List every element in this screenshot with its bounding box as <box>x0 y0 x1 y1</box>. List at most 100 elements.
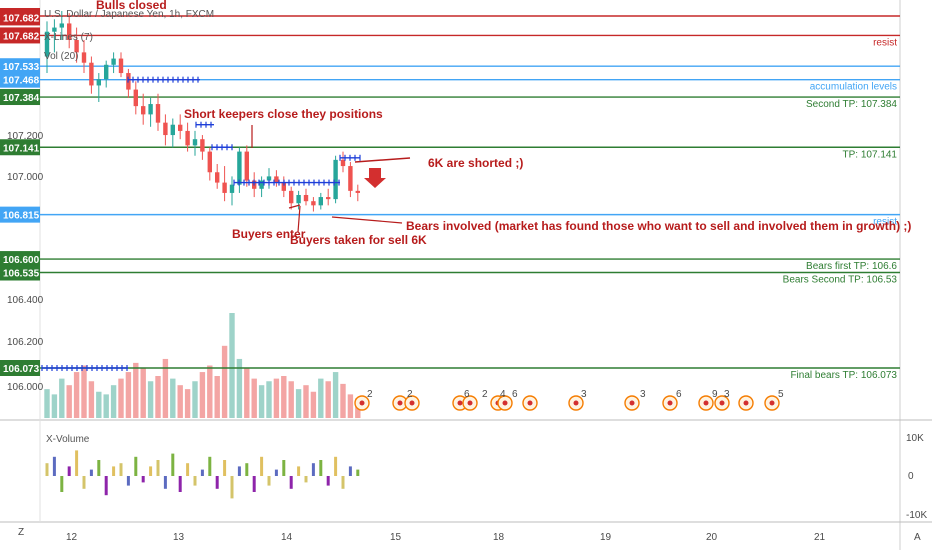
volume-bars <box>44 313 361 418</box>
event-count-8: 6 <box>676 389 682 400</box>
xvol-bar-8 <box>104 476 108 496</box>
xvol-bar-28 <box>252 476 256 492</box>
level-label-6: resist <box>873 217 897 228</box>
event-count-0: 2 <box>367 389 373 400</box>
candle-32 <box>281 182 286 191</box>
xvol-bar-41 <box>348 466 352 476</box>
price-tag-text-9: 106.073 <box>3 364 40 375</box>
volume-bar-27 <box>244 368 250 418</box>
volume-bar-6 <box>88 381 95 418</box>
price-tag-text-4: 107.384 <box>3 93 40 104</box>
x-tick-14: 14 <box>281 532 293 543</box>
xvol-bar-27 <box>245 463 249 476</box>
xvol-bar-31 <box>274 469 278 476</box>
xvol-bar-29 <box>260 456 264 476</box>
xvol-bar-20 <box>193 476 197 486</box>
candle-12 <box>133 89 138 107</box>
volume-bar-14 <box>147 381 154 418</box>
price-tag-3 <box>0 71 40 88</box>
candle-30 <box>266 176 272 181</box>
event-dot-9 <box>629 400 635 406</box>
event-dot-1 <box>397 400 403 406</box>
candle-21 <box>200 139 205 152</box>
annotation-bears-involved: Bears involved (market has found those w… <box>406 219 911 233</box>
annotation-short-keepers: Short keepers close they positions <box>184 107 383 121</box>
candle-4 <box>74 39 79 53</box>
xvol-bar-0 <box>45 463 49 476</box>
volume-bar-2 <box>59 378 65 418</box>
xvol-bar-37 <box>319 460 323 476</box>
xvol-bar-14 <box>149 466 153 476</box>
price-tag-8 <box>0 264 40 281</box>
xvol-bar-38 <box>326 476 330 486</box>
volume-bar-38 <box>325 381 331 418</box>
candle-18 <box>178 124 183 131</box>
event-count-2: 6 <box>464 389 470 400</box>
volume-bar-39 <box>332 372 339 418</box>
axis-corner-left[interactable]: Z <box>18 527 24 538</box>
volume-bar-8 <box>103 394 109 418</box>
xvol-bar-25 <box>230 476 234 499</box>
candle-42 <box>355 190 360 193</box>
xvol-bar-12 <box>134 456 138 476</box>
candle-38 <box>326 197 331 200</box>
volume-bar-16 <box>162 358 169 418</box>
volume-bar-4 <box>73 372 80 418</box>
legend-x-lines: X-Lines (7) <box>44 32 93 43</box>
level-label-9: Final bears TP: 106.073 <box>790 370 897 381</box>
candle-27 <box>244 151 249 181</box>
volume-bar-29 <box>258 385 265 418</box>
candle-10 <box>118 58 124 74</box>
event-count-10: 3 <box>724 389 730 400</box>
price-tag-extra <box>0 9 40 26</box>
event-count-1: 2 <box>407 389 413 400</box>
x-tick-21: 21 <box>814 532 826 543</box>
xvol-bar-3 <box>67 466 71 476</box>
x-tick-18: 18 <box>493 532 505 543</box>
candle-19 <box>185 130 190 146</box>
xvol-bar-21 <box>200 469 204 476</box>
x-tick-19: 19 <box>600 532 612 543</box>
volume-bar-22 <box>207 365 213 418</box>
price-tag-text-8: 106.535 <box>3 269 40 280</box>
xvol-bar-19 <box>186 463 190 476</box>
legend-vol: Vol (20) <box>44 51 78 62</box>
x-tick-13: 13 <box>173 532 185 543</box>
candle-6 <box>89 62 94 86</box>
level-label-5: TP: 107.141 <box>843 149 898 160</box>
x-volume-bars <box>45 450 360 499</box>
price-tag-text-1: 107.682 <box>3 31 40 42</box>
axis-corner-right[interactable]: A <box>914 532 921 543</box>
volume-bar-19 <box>184 389 191 418</box>
volume-bar-3 <box>66 385 72 418</box>
price-tag-text-7: 106.600 <box>3 255 40 266</box>
volume-bar-0 <box>44 389 50 418</box>
xvol-bar-1 <box>52 456 56 476</box>
volume-bar-32 <box>281 376 287 418</box>
candle-17 <box>170 124 175 136</box>
event-dot-14 <box>769 400 775 406</box>
candle-33 <box>289 190 294 204</box>
x-tick-15: 15 <box>390 532 402 543</box>
x-axis: Z 12 13 14 15 18 19 20 21 A <box>18 527 921 543</box>
xvol-bar-18 <box>178 476 182 492</box>
event-dot-7 <box>527 400 533 406</box>
volume-bar-10 <box>118 378 124 418</box>
annotation-buyers-enter: Buyers enter <box>232 227 306 241</box>
price-tag-4 <box>0 89 40 106</box>
event-count-9: 9 <box>712 389 718 400</box>
volume-bar-25 <box>229 313 235 418</box>
price-tag-2 <box>0 58 40 75</box>
candle-15 <box>155 104 161 123</box>
annotation-arrows <box>251 125 411 233</box>
volume-bar-41 <box>347 394 354 418</box>
event-dot-2 <box>409 400 415 406</box>
candle-39 <box>333 159 338 200</box>
volume-bar-12 <box>133 362 139 418</box>
y-tick-107200: 107.200 <box>7 131 44 142</box>
volume-bar-18 <box>177 385 183 418</box>
xvol-bar-11 <box>126 476 130 486</box>
volume-bar-31 <box>273 378 280 418</box>
